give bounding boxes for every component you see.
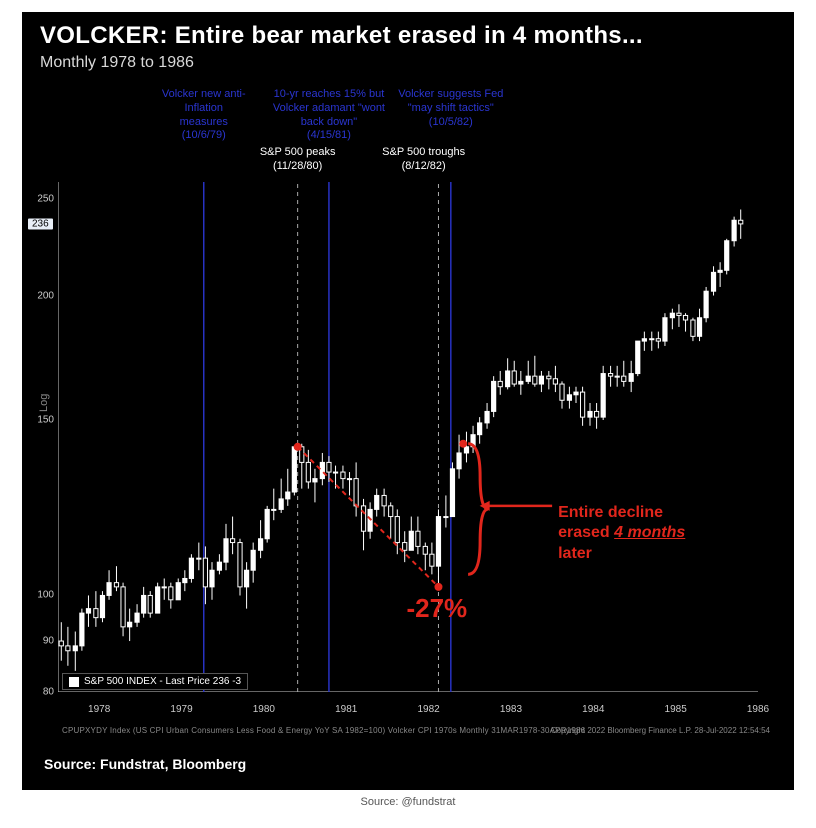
legend: S&P 500 INDEX - Last Price 236 -3 [62, 673, 248, 690]
event-annotation: S&P 500 troughs (8/12/82) [364, 146, 484, 174]
legend-swatch [69, 677, 79, 687]
legend-text: S&P 500 INDEX - Last Price 236 -3 [84, 676, 241, 687]
x-tick-label: 1983 [500, 704, 522, 715]
y-tick-label: 100 [37, 590, 54, 601]
y-axis-log-label: Log [38, 394, 50, 412]
y-tick-label: 200 [37, 290, 54, 301]
x-tick-label: 1986 [747, 704, 769, 715]
event-annotation: S&P 500 peaks (11/28/80) [238, 146, 358, 174]
event-annotation: 10-yr reaches 15% but Volcker adamant "w… [269, 88, 389, 143]
y-tick-label: 80 [43, 687, 54, 698]
y-tick-label: 90 [43, 636, 54, 647]
x-tick-label: 1982 [417, 704, 439, 715]
x-tick-label: 1985 [665, 704, 687, 715]
footer-left: CPUPXYDY Index (US CPI Urban Consumers L… [62, 726, 585, 735]
callout-post: later [558, 545, 592, 562]
page: VOLCKER: Entire bear market erased in 4 … [0, 0, 816, 828]
chart-title: VOLCKER: Entire bear market erased in 4 … [40, 22, 643, 50]
x-tick-label: 1981 [335, 704, 357, 715]
y-tick-label: 250 [37, 193, 54, 204]
decline-pct-label: -27% [406, 593, 467, 624]
x-tick-label: 1980 [253, 704, 275, 715]
footer-right: Copyright 2022 Bloomberg Finance L.P. 28… [551, 726, 770, 735]
chart-subtitle: Monthly 1978 to 1986 [40, 54, 194, 72]
source-in-card: Source: Fundstrat, Bloomberg [44, 756, 246, 772]
x-tick-label: 1979 [170, 704, 192, 715]
event-annotation: Volcker new anti- Inflation measures (10… [144, 88, 264, 143]
source-below-card: Source: @fundstrat [22, 796, 794, 808]
y-axis-labels: 8090100150200250 [22, 182, 56, 692]
y-last-price-badge: 236 [28, 218, 53, 229]
event-annotation: Volcker suggests Fed "may shift tactics"… [391, 88, 511, 129]
callout-emph: 4 months [614, 524, 685, 541]
y-tick-label: 150 [37, 415, 54, 426]
x-axis-labels: 197819791980198119821983198419851986 [58, 704, 758, 718]
x-tick-label: 1978 [88, 704, 110, 715]
recovery-callout: Entire decline erased 4 months later [558, 482, 685, 565]
chart-card: VOLCKER: Entire bear market erased in 4 … [22, 12, 794, 790]
x-tick-label: 1984 [582, 704, 604, 715]
